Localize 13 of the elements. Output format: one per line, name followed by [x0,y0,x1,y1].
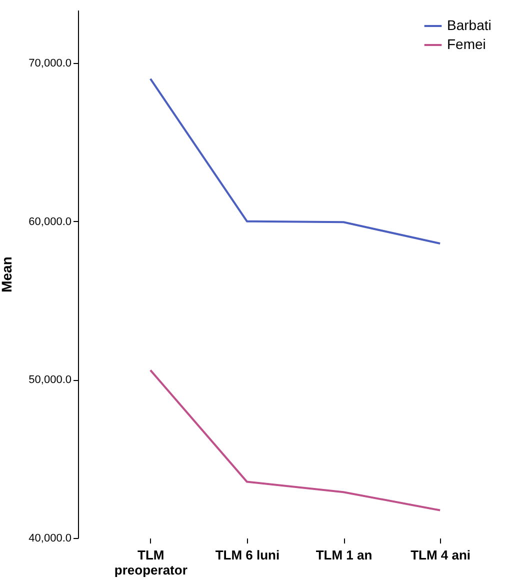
legend-label: Barbati [447,17,492,33]
y-tick-label: 40,000.0 [28,532,72,544]
x-tick-label: TLM 1 an [316,548,372,562]
x-tick-label: TLM 6 luni [215,548,280,562]
legend-label: Femei [447,36,486,52]
y-tick-label: 60,000.0 [28,216,72,228]
y-tick-label: 50,000.0 [28,374,72,386]
line-series [149,369,442,512]
line-series [149,78,442,245]
y-tick-label: 70,000.0 [28,58,72,70]
x-tick-label: TLM preoperator [114,548,188,578]
x-tick-label: TLM 4 ani [410,548,471,562]
y-axis-title: Mean [0,256,15,292]
